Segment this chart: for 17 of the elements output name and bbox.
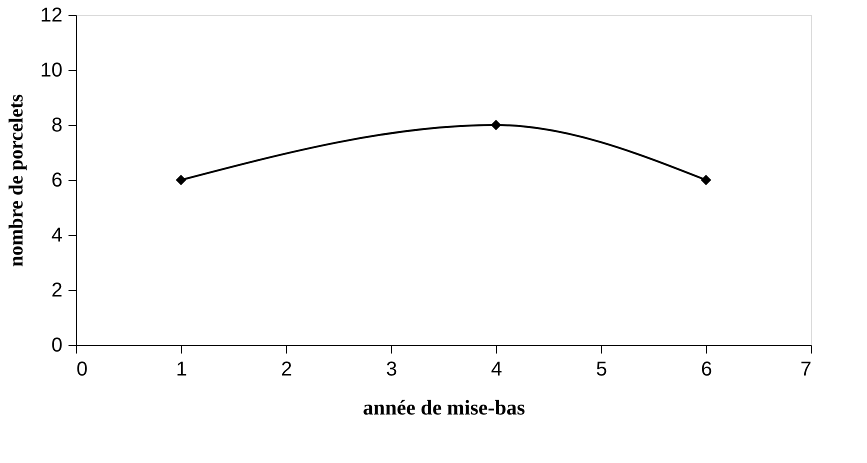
x-tick-label: 0: [76, 358, 88, 380]
x-tick-label: 3: [386, 358, 398, 380]
y-tick-label: 12: [40, 4, 62, 26]
x-tick-label: 6: [700, 358, 712, 380]
y-tick-label: 4: [51, 224, 62, 246]
y-tick-label: 0: [51, 334, 62, 356]
y-tick-label: 2: [51, 280, 62, 302]
y-tick-label: 10: [40, 60, 62, 82]
x-tick-label: 7: [800, 358, 812, 380]
y-axis-title: nombre de porcelets: [5, 94, 28, 267]
x-tick-label: 1: [176, 358, 188, 380]
x-tick-label: 2: [280, 358, 292, 380]
y-tick-label: 6: [51, 170, 62, 192]
x-tick-label: 5: [596, 358, 608, 380]
y-tick-label: 8: [51, 114, 62, 136]
x-axis-title: année de mise-bas: [362, 396, 526, 420]
x-tick-label: 4: [490, 358, 502, 380]
